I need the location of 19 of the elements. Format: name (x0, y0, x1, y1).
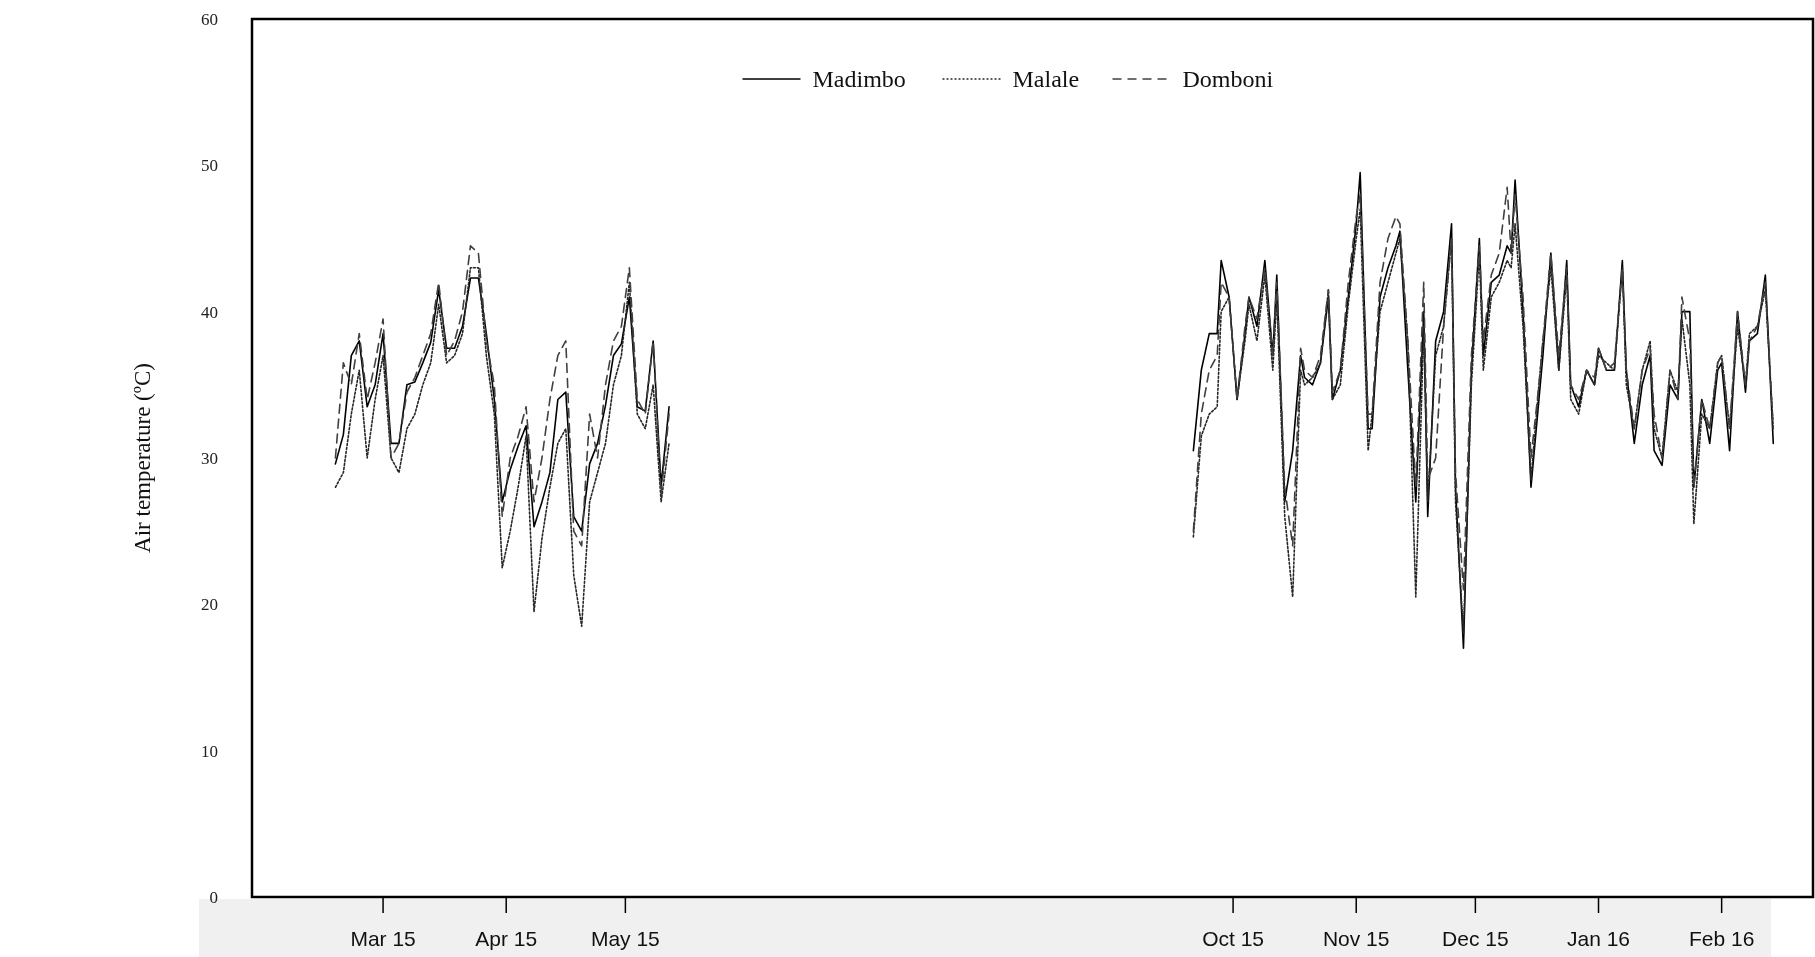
legend-label: Madimbo (812, 66, 906, 93)
x-tick-label: Mar 15 (350, 927, 416, 950)
x-tick-label: Feb 16 (1688, 927, 1755, 950)
x-tick-label: May 15 (590, 927, 660, 950)
x-tick-label: Dec 15 (1442, 927, 1509, 950)
y-tick-label: 20 (201, 595, 218, 615)
y-tick-label: 60 (201, 9, 218, 29)
y-axis-title: Air temperature (ºC) (130, 363, 155, 553)
y-tick-label: 0 (209, 887, 218, 907)
x-tick-label: Apr 15 (475, 927, 538, 950)
legend-label: Domboni (1182, 66, 1274, 93)
x-tick-label: Nov 15 (1322, 927, 1390, 950)
y-tick-label: 40 (201, 302, 218, 322)
y-tick-label: 50 (201, 156, 218, 176)
legend-label: Malale (1012, 66, 1080, 93)
x-tick-label: Oct 15 (1202, 927, 1265, 950)
y-tick-label: 30 (201, 448, 218, 468)
y-tick-label: 10 (201, 741, 218, 761)
x-tick-label: Jan 16 (1566, 927, 1631, 950)
